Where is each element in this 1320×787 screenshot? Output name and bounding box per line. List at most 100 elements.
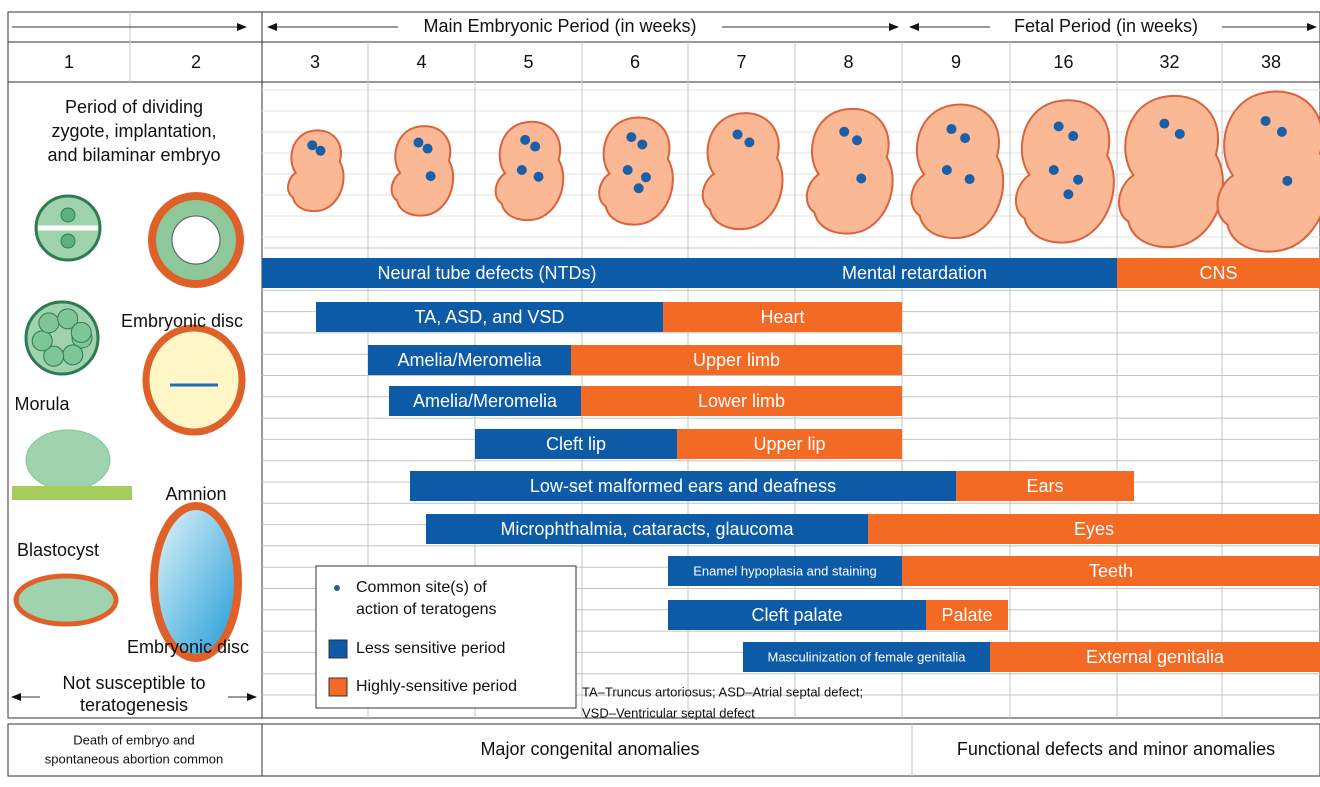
bar-label: Upper lip (753, 434, 825, 454)
bar-label: Cleft lip (546, 434, 606, 454)
embryo-disc-stage (146, 328, 242, 432)
embryo-body (496, 122, 564, 220)
teratogen-site (744, 137, 754, 147)
legend-label: action of teratogens (356, 601, 497, 618)
teratogen-site (307, 140, 317, 150)
bar-label: Lower limb (698, 391, 785, 411)
outcome: Death of embryo and (73, 732, 194, 747)
embryo (288, 130, 344, 211)
embryo-body (703, 113, 783, 229)
embryo (1119, 96, 1223, 247)
teratogen-site (517, 165, 527, 175)
embryo-body (1119, 96, 1223, 247)
teratogen-site (1054, 121, 1064, 131)
week-label: 7 (736, 52, 746, 72)
embryo (599, 117, 673, 224)
description: Period of dividing (65, 97, 203, 117)
teratogen-site (1277, 127, 1287, 137)
teratogen-site (1063, 189, 1073, 199)
bar-label: Palate (941, 605, 992, 625)
embryo-body (1218, 92, 1320, 252)
cell (39, 313, 59, 333)
bar-label: Mental retardation (842, 263, 987, 283)
bar-label: Microphthalmia, cataracts, glaucoma (500, 519, 794, 539)
teratogen-site (520, 135, 530, 145)
week-label: 2 (191, 52, 201, 72)
teratogen-site (733, 129, 743, 139)
week-label: 38 (1261, 52, 1281, 72)
bar-label: Neural tube defects (NTDs) (377, 263, 596, 283)
period-label: Main Embryonic Period (in weeks) (423, 16, 696, 36)
teratogen-site (316, 146, 326, 156)
description: zygote, implantation, (51, 121, 216, 141)
footer-label: Functional defects and minor anomalies (957, 739, 1275, 759)
structure-label: Embryonic disc (127, 637, 249, 657)
bar-label: Upper limb (693, 350, 780, 370)
bar-label: CNS (1199, 263, 1237, 283)
teratogen-site (426, 171, 436, 181)
embryo (1016, 100, 1114, 242)
teratogen-site (641, 172, 651, 182)
legend-dot (334, 585, 340, 591)
footer-label: Major congenital anomalies (480, 739, 699, 759)
teratogen-site (530, 142, 540, 152)
teratogen-site (1049, 165, 1059, 175)
teratogen-site (1282, 176, 1292, 186)
structure-label: Embryonic disc (121, 311, 243, 331)
cavity (172, 216, 220, 264)
teratogen-diagram: Main Embryonic Period (in weeks) Fetal Pe… (0, 0, 1320, 782)
embryo (703, 113, 783, 229)
amnion (154, 506, 238, 658)
bar-label: Cleft palate (751, 605, 842, 625)
bar-label: External genitalia (1086, 647, 1225, 667)
teratogen-site (1175, 129, 1185, 139)
endometrium (12, 486, 132, 500)
legend-swatch (329, 640, 347, 658)
teratogen-site (1068, 131, 1078, 141)
teratogen-site (423, 144, 433, 154)
embryo (807, 109, 893, 234)
embryo-body (911, 105, 1003, 239)
period-label: Fetal Period (in weeks) (1014, 16, 1198, 36)
nucleus (61, 208, 75, 222)
bar-label: Low-set malformed ears and deafness (530, 476, 836, 496)
week-label: 32 (1159, 52, 1179, 72)
teratogen-site (413, 138, 423, 148)
blastocyst-2 (16, 576, 116, 624)
teratogen-site (637, 139, 647, 149)
teratogen-site (856, 174, 866, 184)
embryo-body (1016, 100, 1114, 242)
bar-label: Masculinization of female genitalia (768, 649, 967, 664)
legend-label: Common site(s) of (356, 579, 487, 596)
structure-label: Amnion (165, 484, 226, 504)
week-label: 9 (951, 52, 961, 72)
bar-label: Enamel hypoplasia and staining (693, 563, 877, 578)
page: Main Embryonic Period (in weeks) Fetal Pe… (0, 0, 1320, 787)
embryo (911, 105, 1003, 239)
footnote: TA–Truncus artoriosus; ASD–Atrial septal… (582, 684, 863, 699)
cell (71, 322, 91, 342)
legend-label: Highly-sensitive period (356, 678, 517, 695)
cell (32, 331, 52, 351)
embryo-body (599, 117, 673, 224)
footnote: VSD–Ventricular septal defect (582, 705, 755, 720)
teratogen-site (634, 183, 644, 193)
description: and bilaminar embryo (47, 145, 220, 165)
bar-label: Amelia/Meromelia (397, 350, 542, 370)
bar-label: Ears (1026, 476, 1063, 496)
embryo (1218, 92, 1320, 252)
week-label: 3 (310, 52, 320, 72)
embryo-body (807, 109, 893, 234)
nucleus (61, 234, 75, 248)
structure-label: Blastocyst (17, 540, 99, 560)
teratogen-site (852, 135, 862, 145)
teratogen-site (1261, 116, 1271, 126)
week-label: 4 (416, 52, 426, 72)
bar-label: Amelia/Meromelia (413, 391, 558, 411)
teratogen-site (534, 172, 544, 182)
teratogen-site (626, 132, 636, 142)
teratogen-site (942, 165, 952, 175)
embryo (496, 122, 564, 220)
teratogen-site (623, 165, 633, 175)
week-label: 8 (843, 52, 853, 72)
